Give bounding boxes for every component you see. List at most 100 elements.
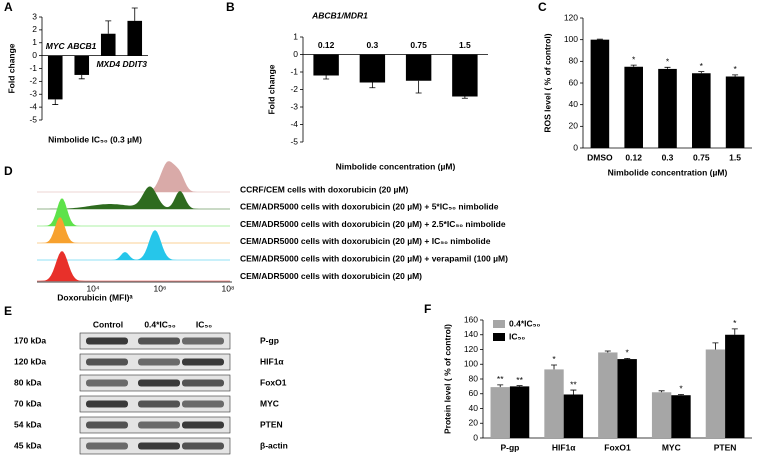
bar bbox=[658, 68, 677, 148]
x-tick-label: MYC bbox=[46, 41, 66, 51]
x-tick-label: 0.3 bbox=[662, 152, 674, 162]
blot-protein: P-gp bbox=[260, 335, 279, 345]
blot-band bbox=[182, 400, 224, 408]
blot-size: 70 kDa bbox=[14, 398, 42, 408]
y-tick-label: 80 bbox=[569, 56, 579, 66]
bar bbox=[405, 54, 432, 81]
bar bbox=[544, 369, 564, 438]
y-tick-label: 40 bbox=[469, 403, 479, 413]
flow-x-label: Doxorubicin (MFI)ᵃ bbox=[57, 292, 133, 302]
y-tick-label: -1 bbox=[29, 63, 37, 73]
error-bar bbox=[712, 342, 719, 350]
bar bbox=[509, 386, 530, 438]
panel-label: F bbox=[424, 302, 431, 316]
flow-histogram bbox=[37, 161, 230, 192]
bar bbox=[490, 387, 510, 438]
y-tick-label: 0 bbox=[293, 49, 298, 59]
lane-label: 0.4*IC₅₀ bbox=[144, 319, 176, 329]
blot-band bbox=[86, 421, 128, 429]
x-tick-label: 0.75 bbox=[693, 152, 710, 162]
significance-mark: * bbox=[733, 64, 737, 74]
panel-label: C bbox=[538, 0, 547, 14]
y-tick-label: 60 bbox=[569, 77, 579, 87]
chart-title: ABCB1/MDR1 bbox=[311, 10, 368, 20]
y-tick-label: -4 bbox=[29, 101, 37, 111]
x-tick-label: HIF1α bbox=[552, 442, 576, 452]
y-tick-label: 60 bbox=[469, 388, 479, 398]
blot-size: 45 kDa bbox=[14, 440, 42, 450]
y-tick-label: 0 bbox=[473, 432, 478, 442]
x-tick-label: DDIT3 bbox=[122, 59, 147, 69]
y-tick-label: -4 bbox=[290, 119, 298, 129]
bar bbox=[598, 352, 618, 438]
bar bbox=[100, 33, 116, 56]
blot-band bbox=[86, 358, 128, 366]
x-tick-label: 0.75 bbox=[410, 40, 427, 50]
x-tick-label: 0.12 bbox=[318, 40, 335, 50]
error-bar bbox=[732, 74, 739, 77]
flow-tick: 10⁶ bbox=[154, 283, 167, 293]
x-tick-label: MYC bbox=[662, 442, 681, 452]
y-tick-label: -2 bbox=[290, 84, 298, 94]
error-bar bbox=[731, 328, 738, 335]
x-tick-label: 0.12 bbox=[625, 152, 642, 162]
y-tick-label: 140 bbox=[464, 329, 478, 339]
error-bar bbox=[658, 390, 665, 393]
significance-mark: ** bbox=[497, 374, 504, 384]
blot-band bbox=[138, 379, 180, 387]
significance-mark: * bbox=[733, 318, 737, 328]
x-tick-label: FoxO1 bbox=[604, 442, 631, 452]
legend-label: 0.4*IC₅₀ bbox=[509, 318, 541, 328]
bar bbox=[74, 55, 90, 75]
y-tick-label: 100 bbox=[564, 34, 578, 44]
x-axis-label: Nimbolide concentration (µM) bbox=[336, 161, 456, 171]
bar bbox=[725, 334, 745, 438]
y-tick-label: 40 bbox=[569, 99, 579, 109]
y-tick-label: -1 bbox=[290, 66, 298, 76]
lane-label: Control bbox=[93, 319, 123, 329]
flow-sample-label: CEM/ADR5000 cells with doxorubicin (20 µ… bbox=[240, 219, 506, 229]
flow-sample-label: CEM/ADR5000 cells with doxorubicin (20 µ… bbox=[240, 253, 508, 263]
x-tick-label: DMSO bbox=[587, 152, 613, 162]
bar bbox=[692, 73, 711, 148]
error-bar bbox=[323, 75, 330, 80]
flow-tick: 10⁴ bbox=[86, 283, 99, 293]
panel-label: B bbox=[226, 0, 235, 14]
x-tick-label: 1.5 bbox=[459, 40, 471, 50]
y-tick-label: 0 bbox=[573, 142, 578, 152]
blot-band bbox=[138, 442, 180, 450]
blot-band bbox=[138, 400, 180, 408]
error-bar bbox=[497, 384, 504, 388]
blot-size: 120 kDa bbox=[14, 356, 46, 366]
bar bbox=[359, 54, 386, 83]
blot-band bbox=[86, 442, 128, 450]
x-axis-label: Nimbolide concentration (µM) bbox=[608, 167, 728, 177]
legend-label: IC₅₀ bbox=[509, 331, 525, 341]
y-tick-label: 20 bbox=[469, 418, 479, 428]
blot-band bbox=[182, 379, 224, 387]
y-tick-label: 2 bbox=[32, 24, 37, 34]
error-bar bbox=[570, 389, 577, 395]
y-axis-label: Fold change bbox=[266, 64, 276, 114]
bar bbox=[313, 54, 339, 76]
blot-size: 80 kDa bbox=[14, 377, 42, 387]
error-bar bbox=[664, 66, 671, 69]
blot-band bbox=[182, 442, 224, 450]
bar bbox=[452, 54, 478, 97]
blot-band bbox=[138, 337, 180, 345]
flow-sample-label: CEM/ADR5000 cells with doxorubicin (20 µ… bbox=[240, 236, 491, 246]
bar bbox=[590, 39, 610, 148]
blot-protein: MYC bbox=[260, 398, 279, 408]
x-tick-label: PTEN bbox=[714, 442, 737, 452]
blot-protein: β-actin bbox=[260, 440, 288, 450]
significance-mark: * bbox=[626, 348, 630, 358]
flow-histogram bbox=[37, 186, 230, 209]
error-bar bbox=[698, 71, 705, 74]
significance-mark: * bbox=[632, 54, 636, 64]
panel-label: D bbox=[4, 164, 13, 178]
bar bbox=[127, 20, 143, 56]
legend-swatch bbox=[493, 333, 505, 341]
y-tick-label: 1 bbox=[293, 31, 298, 41]
y-axis-label: ROS level ( % of control) bbox=[542, 33, 552, 132]
x-tick-label: P-gp bbox=[500, 442, 519, 452]
